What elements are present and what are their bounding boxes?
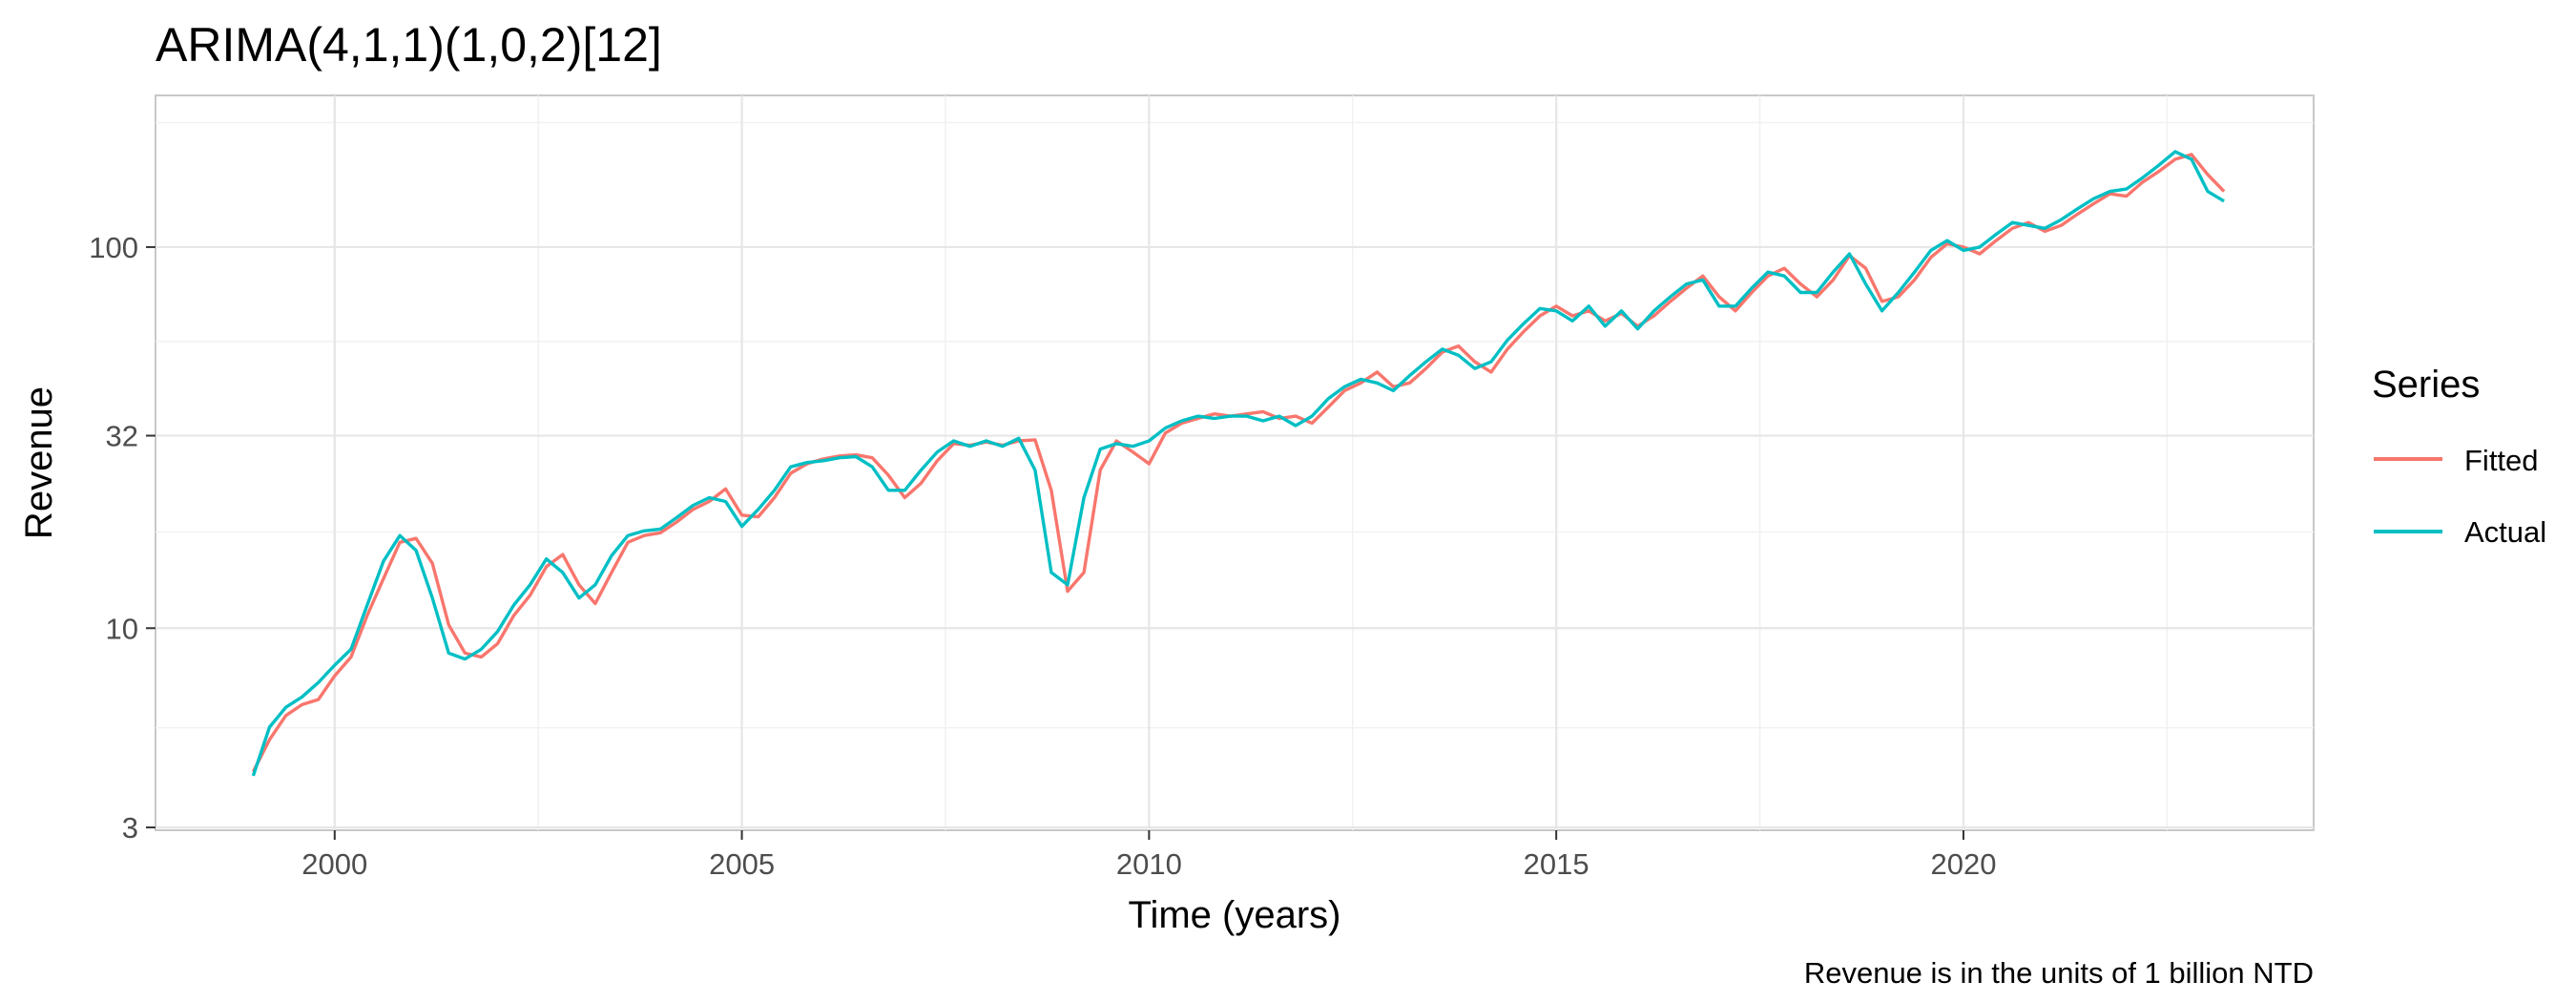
x-tick-label: 2015 <box>1524 847 1589 881</box>
legend-label-fitted: Fitted <box>2464 444 2539 477</box>
y-tick-label: 3 <box>122 811 138 845</box>
series-layer <box>251 150 2226 777</box>
x-tick-label: 2000 <box>301 847 367 881</box>
x-tick-label: 2005 <box>709 847 775 881</box>
legend-label-actual: Actual <box>2464 515 2546 549</box>
y-tick-label: 10 <box>106 612 138 645</box>
chart-title: ARIMA(4,1,1)(1,0,2)[12] <box>156 18 662 72</box>
y-tick-label: 100 <box>89 231 138 264</box>
series-line-actual <box>251 150 2225 777</box>
y-axis-title: Revenue <box>18 386 60 539</box>
x-axis-title: Time (years) <box>1129 894 1341 936</box>
legend-title: Series <box>2372 364 2480 406</box>
x-tick-label: 2010 <box>1116 847 1182 881</box>
x-tick-label: 2020 <box>1930 847 1996 881</box>
plot-panel <box>155 94 2315 831</box>
tick-layer: 2000 2005 2010 2015 2020 3 10 32 100 <box>89 231 1996 881</box>
minor-grid <box>156 95 2314 830</box>
y-tick-label: 32 <box>106 420 138 453</box>
chart-caption: Revenue is in the units of 1 billion NTD <box>1804 956 2314 990</box>
legend: Series Fitted Actual <box>2372 364 2546 549</box>
major-grid <box>156 95 2314 830</box>
